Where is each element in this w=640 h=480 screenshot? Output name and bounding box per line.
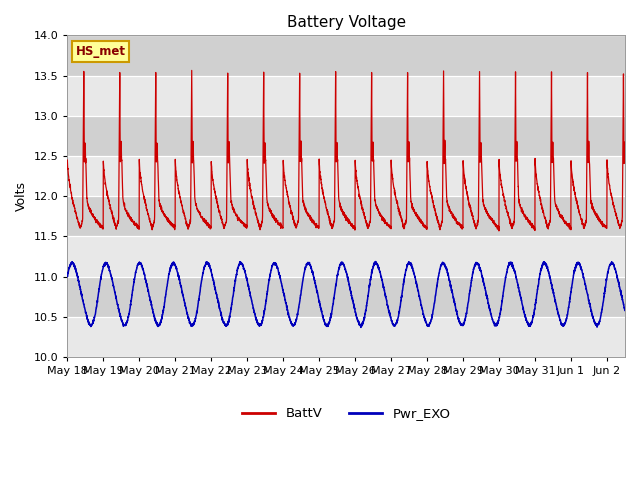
Pwr_EXO — [328, 307, 336, 312]
Pwr_EXO — [469, 270, 477, 276]
BattV — [302, 207, 310, 213]
Bar — [67, 276, 625, 317]
BattV — [621, 143, 629, 149]
Bar — [67, 75, 625, 116]
BattV — [495, 228, 503, 234]
Bar — [67, 156, 625, 196]
Text: HS_met: HS_met — [76, 45, 125, 58]
Pwr_EXO — [372, 259, 380, 264]
BattV — [577, 214, 584, 219]
Bar — [67, 36, 625, 75]
Title: Battery Voltage: Battery Voltage — [287, 15, 406, 30]
Pwr_EXO — [577, 263, 584, 268]
BattV — [604, 173, 612, 179]
Bar — [67, 236, 625, 276]
Bar — [67, 317, 625, 357]
BattV — [328, 224, 336, 230]
Line: BattV: BattV — [67, 71, 625, 231]
Pwr_EXO — [621, 308, 629, 313]
BattV — [188, 68, 196, 73]
Pwr_EXO — [302, 263, 310, 268]
Bar — [67, 196, 625, 236]
Pwr_EXO — [604, 268, 612, 274]
BattV — [468, 213, 476, 219]
Legend: BattV, Pwr_EXO: BattV, Pwr_EXO — [237, 402, 456, 426]
BattV — [63, 157, 71, 163]
Line: Pwr_EXO: Pwr_EXO — [67, 262, 625, 327]
Pwr_EXO — [357, 324, 365, 330]
Pwr_EXO — [298, 286, 305, 291]
Bar — [67, 116, 625, 156]
Y-axis label: Volts: Volts — [15, 181, 28, 211]
BattV — [298, 162, 305, 168]
Pwr_EXO — [63, 273, 71, 279]
